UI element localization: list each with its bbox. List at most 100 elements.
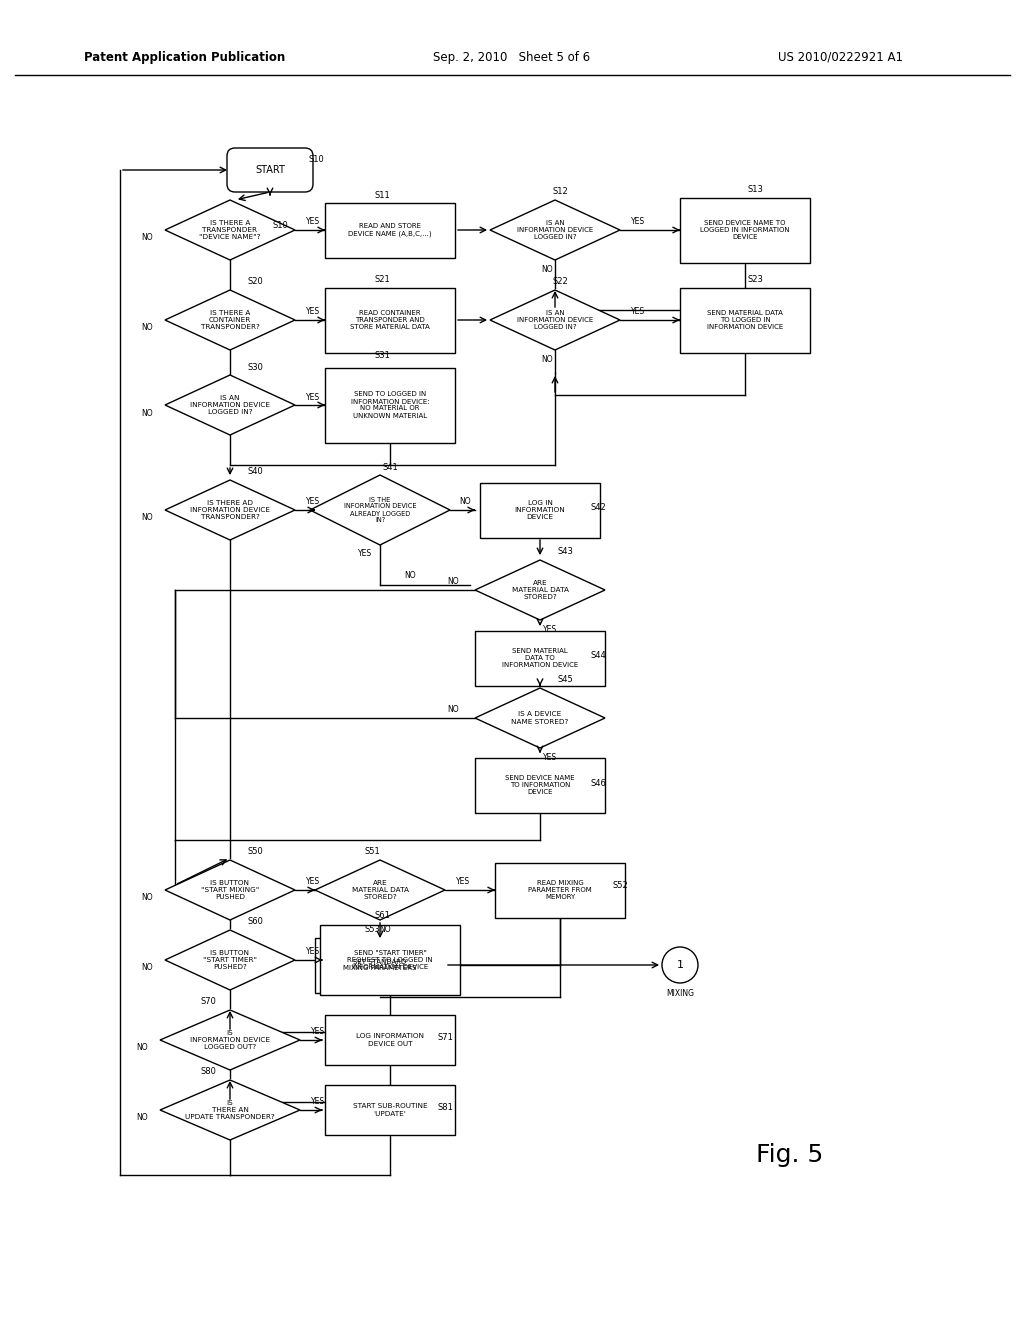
Text: IS A DEVICE
NAME STORED?: IS A DEVICE NAME STORED? xyxy=(511,711,568,725)
Text: IS THERE AD
INFORMATION DEVICE
TRANSPONDER?: IS THERE AD INFORMATION DEVICE TRANSPOND… xyxy=(190,500,270,520)
Text: YES: YES xyxy=(306,308,321,317)
Text: NO: NO xyxy=(447,705,459,714)
Polygon shape xyxy=(490,201,620,260)
Bar xyxy=(319,925,460,995)
Text: SEND DEVICE NAME
TO INFORMATION
DEVICE: SEND DEVICE NAME TO INFORMATION DEVICE xyxy=(505,775,574,795)
Polygon shape xyxy=(160,1010,300,1071)
Polygon shape xyxy=(310,475,450,545)
Text: NO: NO xyxy=(404,572,416,581)
Text: YES: YES xyxy=(631,218,645,227)
Text: S70: S70 xyxy=(200,998,216,1006)
Text: SEND TO LOGGED IN
INFORMATION DEVICE:
NO MATERIAL OR
UNKNOWN MATERIAL: SEND TO LOGGED IN INFORMATION DEVICE: NO… xyxy=(350,392,429,418)
Text: SEND "START TIMER"
REQUEST TO LOGGED IN
INFORMATION DEVICE: SEND "START TIMER" REQUEST TO LOGGED IN … xyxy=(347,950,433,970)
Text: READ MIXING
PARAMETER FROM
MEMORY: READ MIXING PARAMETER FROM MEMORY xyxy=(528,880,592,900)
Polygon shape xyxy=(165,861,295,920)
Text: YES: YES xyxy=(311,1097,325,1106)
Text: ARE
MATERIAL DATA
STORED?: ARE MATERIAL DATA STORED? xyxy=(512,579,568,601)
Text: Patent Application Publication: Patent Application Publication xyxy=(84,50,286,63)
Text: S44: S44 xyxy=(590,652,606,660)
Text: NO: NO xyxy=(141,513,153,523)
Text: S10: S10 xyxy=(272,220,288,230)
Text: SET STANDARD
MIXING PARAMETERS: SET STANDARD MIXING PARAMETERS xyxy=(343,958,417,972)
Bar xyxy=(480,483,600,537)
Bar xyxy=(475,631,605,685)
Text: LOG IN
INFORMATION
DEVICE: LOG IN INFORMATION DEVICE xyxy=(515,500,565,520)
Text: NO: NO xyxy=(141,323,153,333)
Bar xyxy=(325,288,455,352)
Bar xyxy=(325,1015,455,1065)
Polygon shape xyxy=(165,931,295,990)
Text: SEND DEVICE NAME TO
LOGGED IN INFORMATION
DEVICE: SEND DEVICE NAME TO LOGGED IN INFORMATIO… xyxy=(700,220,790,240)
Text: Fig. 5: Fig. 5 xyxy=(757,1143,823,1167)
Text: SEND MATERIAL DATA
TO LOGGED IN
INFORMATION DEVICE: SEND MATERIAL DATA TO LOGGED IN INFORMAT… xyxy=(707,310,783,330)
Bar xyxy=(680,288,810,352)
Text: S23: S23 xyxy=(748,276,763,285)
Text: NO: NO xyxy=(136,1114,147,1122)
Text: Sep. 2, 2010   Sheet 5 of 6: Sep. 2, 2010 Sheet 5 of 6 xyxy=(433,50,591,63)
Text: S20: S20 xyxy=(247,277,263,286)
Text: S60: S60 xyxy=(247,917,263,927)
Text: S30: S30 xyxy=(247,363,263,371)
Text: YES: YES xyxy=(306,392,321,401)
Text: YES: YES xyxy=(306,218,321,227)
Text: READ AND STORE
DEVICE NAME (A,B,C,...): READ AND STORE DEVICE NAME (A,B,C,...) xyxy=(348,223,432,236)
Bar xyxy=(325,1085,455,1135)
Text: NO: NO xyxy=(447,578,459,586)
Text: SEND MATERIAL
DATA TO
INFORMATION DEVICE: SEND MATERIAL DATA TO INFORMATION DEVICE xyxy=(502,648,579,668)
Text: S10: S10 xyxy=(308,156,324,165)
Text: S40: S40 xyxy=(247,467,263,477)
Text: S52: S52 xyxy=(612,880,628,890)
Text: YES: YES xyxy=(543,626,557,635)
Bar xyxy=(475,758,605,813)
Polygon shape xyxy=(475,688,605,748)
Polygon shape xyxy=(165,480,295,540)
Text: S42: S42 xyxy=(590,503,606,512)
Text: NO: NO xyxy=(141,894,153,903)
Polygon shape xyxy=(165,375,295,436)
Text: YES: YES xyxy=(306,948,321,957)
Text: IS
INFORMATION DEVICE
LOGGED OUT?: IS INFORMATION DEVICE LOGGED OUT? xyxy=(190,1030,270,1049)
Text: START SUB-ROUTINE
'UPDATE': START SUB-ROUTINE 'UPDATE' xyxy=(352,1104,427,1117)
Text: S43: S43 xyxy=(557,548,573,557)
Text: 1: 1 xyxy=(677,960,683,970)
Polygon shape xyxy=(165,290,295,350)
Text: S22: S22 xyxy=(552,277,568,286)
Text: YES: YES xyxy=(456,878,470,887)
Text: IS AN
INFORMATION DEVICE
LOGGED IN?: IS AN INFORMATION DEVICE LOGGED IN? xyxy=(517,220,593,240)
Text: NO: NO xyxy=(459,498,471,507)
Text: YES: YES xyxy=(306,498,321,507)
Bar xyxy=(325,367,455,442)
Text: S45: S45 xyxy=(557,676,572,685)
Text: IS THE
INFORMATION DEVICE
ALREADY LOGGED
IN?: IS THE INFORMATION DEVICE ALREADY LOGGED… xyxy=(344,496,416,524)
Bar xyxy=(680,198,810,263)
Text: ARE
MATERIAL DATA
STORED?: ARE MATERIAL DATA STORED? xyxy=(351,880,409,900)
Text: YES: YES xyxy=(306,878,321,887)
Text: NO: NO xyxy=(141,964,153,973)
Text: S81: S81 xyxy=(437,1104,453,1113)
Text: S46: S46 xyxy=(590,779,606,788)
Text: IS THERE A
CONTAINER
TRANSPONDER?: IS THERE A CONTAINER TRANSPONDER? xyxy=(201,310,259,330)
Text: YES: YES xyxy=(311,1027,325,1036)
Polygon shape xyxy=(475,560,605,620)
Polygon shape xyxy=(315,861,445,920)
Text: S12: S12 xyxy=(552,187,568,197)
Bar xyxy=(315,937,445,993)
Text: NO: NO xyxy=(542,265,553,275)
Text: LOG INFORMATION
DEVICE OUT: LOG INFORMATION DEVICE OUT xyxy=(356,1034,424,1047)
Text: S21: S21 xyxy=(374,276,390,285)
Text: US 2010/0222921 A1: US 2010/0222921 A1 xyxy=(777,50,902,63)
Text: IS AN
INFORMATION DEVICE
LOGGED IN?: IS AN INFORMATION DEVICE LOGGED IN? xyxy=(517,310,593,330)
Text: IS BUTTON
"START TIMER"
PUSHED?: IS BUTTON "START TIMER" PUSHED? xyxy=(203,950,257,970)
Text: IS BUTTON
"START MIXING"
PUSHED: IS BUTTON "START MIXING" PUSHED xyxy=(201,880,259,900)
Text: READ CONTAINER
TRANSPONDER AND
STORE MATERIAL DATA: READ CONTAINER TRANSPONDER AND STORE MAT… xyxy=(350,310,430,330)
FancyBboxPatch shape xyxy=(227,148,313,191)
Text: S61: S61 xyxy=(374,912,390,920)
Text: S13: S13 xyxy=(748,186,763,194)
Text: NO: NO xyxy=(379,925,391,935)
Text: IS AN
INFORMATION DEVICE
LOGGED IN?: IS AN INFORMATION DEVICE LOGGED IN? xyxy=(190,395,270,414)
Bar xyxy=(325,202,455,257)
Text: YES: YES xyxy=(358,549,372,557)
Text: IS THERE A
TRANSPONDER
"DEVICE NAME"?: IS THERE A TRANSPONDER "DEVICE NAME"? xyxy=(200,220,261,240)
Text: YES: YES xyxy=(631,308,645,317)
Text: NO: NO xyxy=(141,408,153,417)
